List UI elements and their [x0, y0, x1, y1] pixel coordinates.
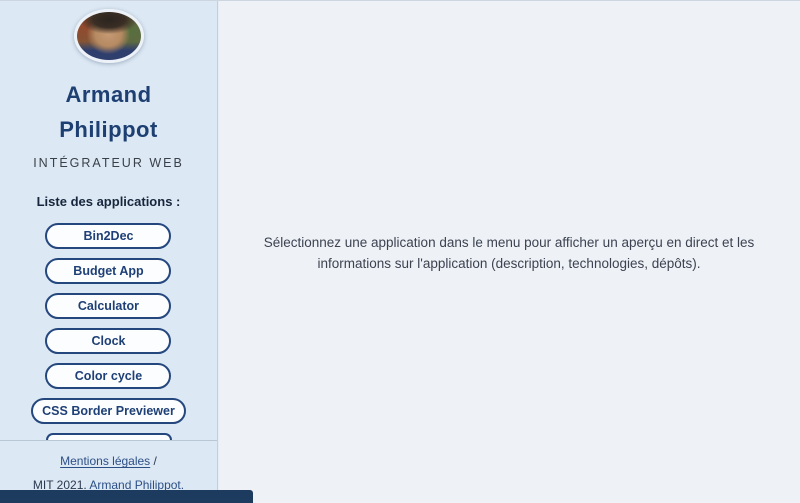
link-preview-bar — [0, 490, 253, 503]
profile-name-last: Philippot — [59, 117, 158, 143]
legal-notice-link[interactable]: Mentions légales — [60, 454, 151, 468]
license-text: MIT 2021. — [32, 478, 87, 492]
profile-name: Armand Philippot — [59, 77, 158, 147]
app-button-css-border-previewer[interactable]: CSS Border Previewer — [31, 398, 186, 425]
empty-state-message: Sélectionnez une application dans le men… — [263, 234, 755, 271]
app-button-calculator[interactable]: Calculator — [45, 293, 172, 320]
footer-separator: / — [153, 454, 157, 468]
apps-list-label: Liste des applications : — [36, 194, 181, 210]
app-button-budget-app[interactable]: Budget App — [45, 258, 172, 285]
apps-list: Bin2Dec Budget App Calculator Clock Color cy… — [31, 223, 186, 425]
app-button-clock[interactable]: Clock — [45, 328, 172, 355]
profile-avatar — [73, 9, 144, 64]
sidebar: Armand Philippot INTÉGRATEUR WEB Liste de… — [0, 1, 218, 503]
footer-legal-line: Mentions légales / — [0, 454, 217, 468]
sidebar-footer: Mentions légales / MIT 2021. Armand Phil… — [0, 440, 217, 503]
footer-license-line: MIT 2021. Armand Philippot. — [0, 478, 217, 492]
main-content: Sélectionnez une application dans le men… — [218, 1, 800, 503]
profile-role: INTÉGRATEUR WEB — [33, 156, 184, 171]
app-button-bin2dec[interactable]: Bin2Dec — [45, 223, 172, 250]
app-button-partial[interactable] — [45, 433, 172, 440]
profile-name-first: Armand — [65, 82, 152, 108]
author-link[interactable]: Armand Philippot. — [89, 478, 185, 492]
app-button-color-cycle[interactable]: Color cycle — [45, 363, 172, 390]
